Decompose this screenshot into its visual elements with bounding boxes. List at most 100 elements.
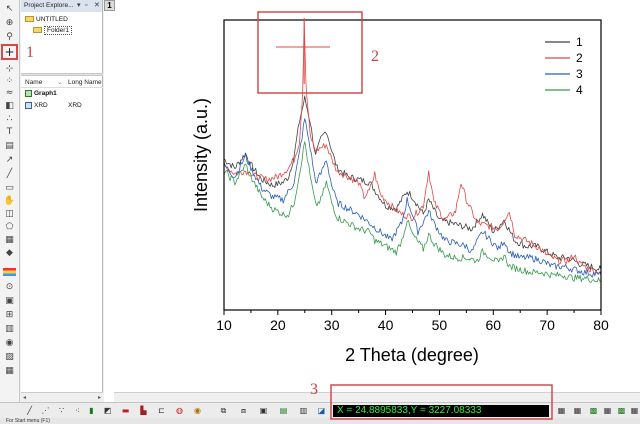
legend-label-2: 2 [576,51,583,65]
coordinate-readout: X = 24.8895833,Y = 3227.08333 [333,405,549,417]
line-symbol-plot-icon[interactable]: ⋰ [41,406,50,415]
series-line-3[interactable] [223,118,602,278]
text-tool-icon[interactable]: T [6,127,13,137]
layer-manage-icon[interactable]: ▥ [299,406,308,415]
column-header-name[interactable]: Name [25,79,43,86]
folder-icon [33,27,42,34]
explorer-pin-icon[interactable]: ▫ [85,2,88,9]
scatter-icon[interactable]: ∴ [6,114,13,124]
explorer-title-bar: Project Explore... ▾ ▫ ✕ [21,0,102,12]
x-tick-label: 20 [270,317,286,333]
x-tick-label: 30 [324,317,340,333]
zoom-pan-icon[interactable]: ⊕ [5,18,14,28]
scroll-right-icon[interactable]: ▸ [97,395,101,401]
data-selector-icon[interactable]: ⁘ [5,76,14,86]
bottom-toolbar: ╱ ⋰ ∵ ⁖ ▮ ◩ ▬ ▙ ⊏ ◍ ◉ ⧉ ⧈ ▣ ▤ ▥ ◪ X = 24… [0,402,640,418]
link-icon[interactable]: ▦ [603,406,612,415]
stacked-plot-icon[interactable]: ▙ [140,406,147,415]
polygon-tool-icon[interactable]: ⬠ [5,222,14,232]
list-item-name: Graph1 [34,90,57,98]
region-tool-icon[interactable]: ◫ [5,209,14,219]
status-bar: For Start menu (F1) [0,418,640,424]
scroll-left-icon[interactable]: ◂ [23,395,27,401]
zoom-in-icon[interactable]: ⚲ [6,32,13,42]
tree-folder1-label: Folder1 [44,26,73,35]
graph-window: 1 [104,0,640,402]
series-line-2[interactable] [223,20,602,275]
dot-plot-icon[interactable]: ⁖ [75,406,80,415]
area-plot-icon[interactable]: ◩ [103,406,112,415]
series-line-4[interactable] [223,141,602,283]
toolbar-more-icon[interactable]: ▦ [630,406,639,415]
column-plot-icon[interactable]: ▮ [89,406,94,415]
explorer-list-header: Name ⌄ Long Name [21,77,103,88]
workbook-icon [25,102,32,109]
pie-plot-icon[interactable]: ◍ [176,406,183,415]
table-icon[interactable]: ▦ [5,366,14,376]
column-header-long-name[interactable]: Long Name [68,79,102,86]
grid-icon[interactable]: ▥ [5,324,14,334]
explorer-dropdown-icon[interactable]: ▾ [77,2,81,9]
explorer-title: Project Explore... [24,2,74,9]
rectangle-tool-icon[interactable]: ▭ [5,183,14,193]
new-layer-icon[interactable]: ▩ [589,406,598,415]
x-tick-label: 70 [539,317,555,333]
line-plot-icon[interactable]: ╱ [27,406,32,415]
contour-plot-icon[interactable]: ◉ [194,406,201,415]
extract-icon[interactable]: ▩ [617,406,626,415]
x-axis-title[interactable]: 2 Theta (degree) [345,345,479,365]
export-icon[interactable]: ▤ [279,406,288,415]
list-item-graph1[interactable]: Graph1 [25,90,57,97]
chart-legend[interactable]: 1 2 3 4 [545,35,583,97]
tools-toolbar: ↖ ⊕ ⚲ + ⊹ ⁘ ≈ ◧ ∴ T ▤ ↗ ╱ ▭ ✋ ◫ ⬠ ▦ ◆ ⊙ … [0,0,20,402]
scale-bar-icon[interactable]: ⊞ [5,310,14,320]
data-reader-crosshair-icon[interactable]: + [1,44,18,60]
regional-mask-icon[interactable]: ◧ [5,101,14,111]
x-tick-label: 50 [432,317,448,333]
explorer-hscrollbar[interactable]: ◂ ▸ [21,392,103,402]
y-axis-title[interactable]: Intensity (a.u.) [191,98,211,212]
rescale-icon[interactable]: ◪ [317,406,326,415]
image-tool-icon[interactable]: ▦ [5,235,14,245]
add-layer-icon[interactable]: ▦ [557,406,566,415]
color-scale-icon[interactable] [3,268,16,276]
x-tick-label: 60 [485,317,501,333]
explorer-close-icon[interactable]: ✕ [94,2,100,9]
window-number-badge[interactable]: 1 [104,0,115,11]
xrd-chart[interactable]: 10 20 30 40 50 60 70 80 2 Theta (degree) Intens… [0,0,640,402]
list-item-xrd[interactable]: XRD [25,102,48,109]
screen-reader-icon[interactable]: ⊹ [5,64,14,74]
x-axis-ticks: 10 20 30 40 50 60 70 80 [216,310,609,333]
tree-folder1[interactable]: Folder1 [33,26,73,35]
series-line-1[interactable] [223,95,602,272]
pointer-tool-icon[interactable]: ↖ [5,4,14,14]
merge-graph-icon[interactable]: ⧈ [240,406,247,415]
template-icon[interactable]: ⧉ [220,406,227,415]
color-tool-icon[interactable]: ◆ [6,248,13,258]
arrange-icon[interactable]: ▦ [573,406,582,415]
tree-root[interactable]: UNTITLED [25,16,68,23]
page-icon[interactable]: ▨ [5,352,14,362]
hand-tool-icon[interactable]: ✋ [3,196,16,206]
project-explorer: Project Explore... ▾ ▫ ✕ UNTITLED Folder… [21,0,103,402]
merge-icon[interactable]: ◉ [5,338,14,348]
layer-icon[interactable]: ⊙ [5,282,14,292]
annotation-icon[interactable]: ▤ [5,141,14,151]
box-plot-icon[interactable]: ⊏ [158,406,165,415]
explorer-splitter[interactable] [21,73,103,76]
list-item-long-name: XRD [68,102,82,109]
sort-icon[interactable]: ⌄ [57,79,63,86]
tree-root-label: UNTITLED [36,16,68,23]
x-tick-label: 40 [378,317,394,333]
layout-icon[interactable]: ▣ [259,406,268,415]
legend-icon[interactable]: ▣ [5,296,14,306]
graph-icon [25,90,32,97]
scatter-plot-icon[interactable]: ∵ [58,406,65,415]
legend-label-1: 1 [576,35,583,49]
plot-frame [223,19,602,311]
line-tool-icon[interactable]: ╱ [6,169,13,179]
bar-plot-icon[interactable]: ▬ [121,406,130,415]
list-item-name: XRD [34,102,48,110]
arrow-tool-icon[interactable]: ↗ [5,155,14,165]
draw-data-icon[interactable]: ≈ [5,88,14,98]
